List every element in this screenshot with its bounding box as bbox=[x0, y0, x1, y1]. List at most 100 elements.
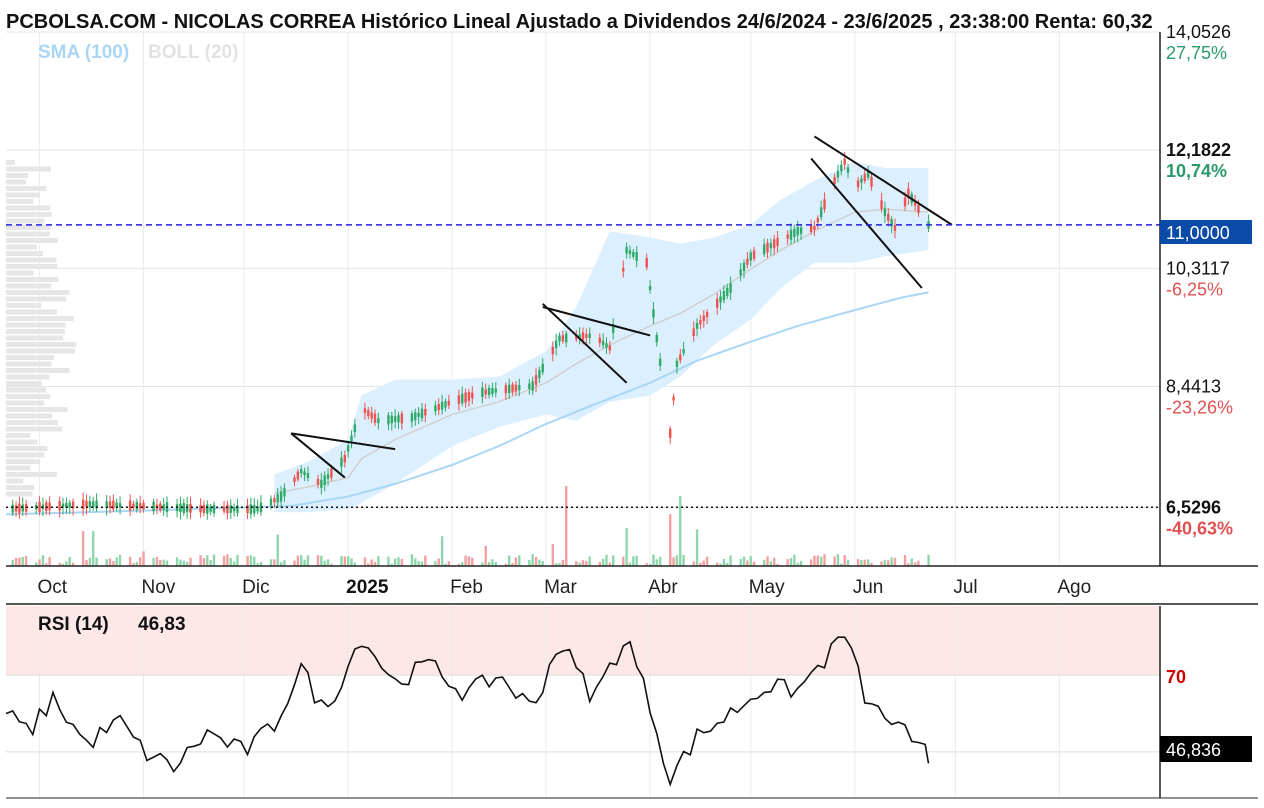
candle-body bbox=[699, 320, 702, 325]
candle-body bbox=[212, 505, 216, 514]
candle-body bbox=[890, 219, 893, 227]
volume-bar bbox=[816, 555, 820, 566]
rsi-line bbox=[5, 636, 930, 787]
x-tick-label-Jun: Jun bbox=[853, 577, 884, 598]
candle-body bbox=[293, 477, 296, 482]
rsi-level-70-label: 70 bbox=[1166, 667, 1186, 687]
volume-bar bbox=[202, 558, 206, 566]
volume-bar bbox=[457, 563, 461, 566]
candle-body bbox=[907, 188, 910, 198]
volume-bar bbox=[108, 558, 112, 566]
volume-bar bbox=[229, 558, 232, 566]
boll-legend-label: BOLL (20) bbox=[148, 42, 238, 63]
trendline bbox=[542, 306, 651, 337]
candle-body bbox=[652, 309, 655, 318]
candle-body bbox=[702, 315, 705, 322]
candle-body bbox=[518, 384, 521, 391]
volume-bar bbox=[323, 560, 326, 566]
volume-profile-bar bbox=[6, 446, 48, 451]
candle-body bbox=[185, 504, 189, 513]
volume-bar bbox=[628, 562, 632, 566]
x-tick-label-2025: 2025 bbox=[346, 577, 389, 598]
candle-body bbox=[387, 415, 390, 425]
x-tick-label-Ago: Ago bbox=[1057, 577, 1091, 598]
candle-body bbox=[393, 416, 397, 422]
candle-body bbox=[417, 412, 420, 417]
volume-bar bbox=[283, 560, 286, 566]
volume-profile-bar bbox=[6, 270, 34, 276]
candle-body bbox=[917, 205, 920, 213]
volume-bar bbox=[504, 563, 508, 566]
candle-body bbox=[326, 474, 330, 480]
volume-bar bbox=[38, 559, 41, 566]
candle-body bbox=[481, 387, 484, 398]
volume-bar bbox=[34, 562, 38, 566]
volume-profile-bar bbox=[6, 387, 47, 393]
candle-body bbox=[14, 505, 18, 512]
candle-body bbox=[608, 345, 612, 351]
volume-bar bbox=[246, 555, 249, 566]
volume-bar bbox=[531, 554, 534, 566]
candle-body bbox=[363, 408, 367, 413]
volume-profile-bar bbox=[6, 303, 42, 308]
volume-bar bbox=[330, 563, 333, 566]
volume-profile-bar bbox=[6, 218, 45, 224]
volume-profile-bar bbox=[6, 290, 70, 295]
candle-body bbox=[913, 201, 917, 206]
candle-body bbox=[108, 501, 112, 509]
volume-bar bbox=[558, 563, 561, 566]
volume-bar bbox=[105, 559, 108, 566]
volume-profile-bar bbox=[6, 329, 65, 334]
volume-bar bbox=[296, 555, 300, 566]
rsi-current-label: 46,836 bbox=[1166, 740, 1221, 760]
candle-body bbox=[179, 503, 182, 513]
candle-body bbox=[635, 251, 638, 261]
volume-profile-bar bbox=[6, 465, 31, 471]
volume-bar bbox=[601, 558, 605, 566]
volume-profile-bar bbox=[6, 296, 67, 302]
candle-body bbox=[81, 499, 85, 510]
candle-body bbox=[296, 471, 300, 480]
volume-bar bbox=[793, 554, 796, 566]
volume-bar bbox=[18, 557, 21, 566]
candle-body bbox=[561, 335, 565, 342]
price-level-14,0526: 14,0526 bbox=[1166, 22, 1231, 42]
volume-bar bbox=[437, 558, 440, 566]
candle-body bbox=[246, 505, 249, 514]
volume-bar bbox=[393, 558, 397, 566]
candle-body bbox=[491, 388, 494, 394]
volume-profile-bar bbox=[6, 394, 51, 399]
volume-spike bbox=[565, 486, 568, 566]
candle-body bbox=[444, 401, 447, 408]
candle-body bbox=[88, 501, 92, 508]
candle-body bbox=[306, 473, 310, 478]
candle-body bbox=[729, 283, 732, 293]
volume-profile bbox=[6, 160, 77, 497]
trendline bbox=[810, 157, 923, 289]
volume-bar bbox=[635, 555, 638, 566]
candle-body bbox=[303, 471, 306, 476]
volume-bar bbox=[128, 556, 132, 566]
volume-bar bbox=[776, 563, 779, 566]
volume-bar bbox=[813, 555, 816, 566]
volume-bar bbox=[796, 563, 799, 566]
volume-bar bbox=[24, 556, 28, 566]
volume-bar bbox=[340, 555, 343, 566]
trendline bbox=[542, 303, 628, 384]
candle-body bbox=[340, 457, 343, 467]
candle-body bbox=[575, 334, 578, 340]
price-level-pct-27,75%: 27,75% bbox=[1166, 43, 1227, 63]
volume-profile-bar bbox=[6, 199, 34, 204]
candle-body bbox=[128, 500, 132, 511]
candle-body bbox=[813, 225, 816, 231]
candle-body bbox=[206, 504, 209, 514]
candle-body bbox=[558, 335, 561, 342]
volume-bar bbox=[21, 556, 24, 566]
volume-bar bbox=[702, 560, 705, 566]
volume-bar bbox=[786, 559, 789, 566]
candle-body bbox=[471, 392, 474, 399]
volume-bar bbox=[695, 529, 699, 566]
volume-bar bbox=[870, 562, 873, 566]
candle-body bbox=[38, 501, 41, 513]
